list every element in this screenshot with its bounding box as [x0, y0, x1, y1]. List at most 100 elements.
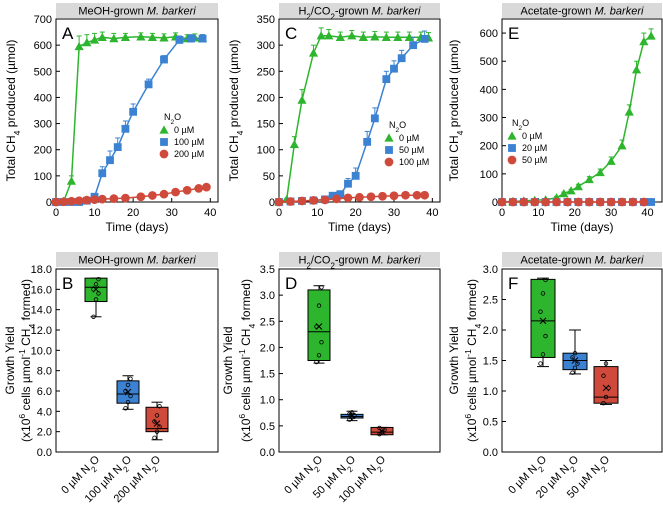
data-point [370, 114, 379, 123]
panel-D: H2/CO2-grown M. barkeriD0.00.51.01.52.02… [221, 252, 441, 505]
y-axis-label-units: (x106 cells µmol-1 CH4 formed) [237, 279, 257, 442]
y-tick-label: 14.0 [31, 305, 52, 317]
data-point [584, 197, 594, 207]
panel-title-part: MeOH-grown [78, 6, 146, 18]
data-point [497, 197, 507, 207]
data-point [603, 394, 609, 400]
data-point [324, 31, 334, 40]
x-category-label-part: 2 [375, 464, 384, 473]
x-category-label-part: 2 [89, 464, 98, 473]
data-point [349, 410, 355, 415]
y-axis-label-part: Total CH [447, 135, 461, 181]
data-point [91, 287, 96, 292]
data-point [82, 37, 92, 47]
y-tick-label: 500 [34, 66, 52, 78]
y-axis-ticks: 0.0 2.0 4.0 6.0 8.0 10.0 12.0 14.0 16.0 18.0 [31, 264, 60, 459]
x-category-label-part: 2 [312, 464, 321, 473]
box [530, 278, 556, 358]
y-tick-label: 2.5 [260, 316, 275, 328]
panel-title-box [279, 252, 440, 267]
data-point [566, 186, 576, 195]
x-axis-ticks: 0 10 20 30 40 [53, 198, 216, 219]
data-point [420, 190, 430, 200]
x-tick-label: 0 [53, 207, 59, 219]
panel-title-part: -grown [335, 6, 372, 18]
panel-title: Acetate-grown M. barkeri [521, 255, 644, 267]
data-point [363, 137, 372, 146]
y-tick-label: 0 [46, 197, 52, 209]
y-tick-label: 3.5 [260, 264, 275, 276]
data-point [309, 196, 318, 205]
data-point [152, 435, 157, 440]
data-point [639, 197, 649, 207]
x-tick-label: 0 [499, 207, 505, 219]
data-point [128, 376, 133, 381]
legend-marker [385, 146, 393, 154]
legend-label: 100 µM [174, 137, 204, 147]
y-tick-label: 50 [263, 171, 275, 183]
y-tick-label: 200 [34, 145, 52, 157]
data-point [136, 32, 146, 41]
data-point [314, 324, 319, 329]
panel-letter: E [508, 24, 519, 43]
data-point [286, 197, 295, 206]
panel-title-part: Acetate-grown [521, 6, 595, 18]
data-point [377, 432, 382, 437]
y-tick-label: 150 [257, 119, 275, 131]
x-tick-label: 30 [388, 207, 400, 219]
data-point [538, 309, 543, 314]
data-point [328, 191, 337, 200]
y-tick-label: 0.0 [37, 447, 52, 459]
y-tick-label: 12.0 [31, 325, 52, 337]
data-point [152, 419, 157, 424]
data-point [187, 34, 195, 43]
panel-title-part: MeOH-grown [78, 255, 146, 267]
data-point [378, 191, 387, 201]
data-point [543, 277, 548, 283]
data-point [109, 194, 119, 203]
data-point [121, 193, 130, 203]
data-point [157, 404, 162, 409]
data-point [319, 285, 324, 290]
y-tick-label: 0 [492, 197, 498, 209]
y-axis-label-units-part: 6 [237, 414, 247, 419]
data-point [420, 34, 429, 43]
data-point [543, 333, 548, 339]
legend-marker [159, 125, 169, 134]
x-tick-label: 30 [166, 207, 178, 219]
data-point [198, 34, 207, 43]
data-point [570, 370, 575, 375]
panel-title-part: /CO [311, 6, 331, 18]
y-axis-label: Total CH4 produced (µmol) [227, 40, 245, 182]
panel-letter: D [285, 274, 297, 293]
x-category-label-part: 2 [345, 464, 354, 473]
legend-title-part: N [512, 118, 519, 128]
data-point [349, 415, 355, 420]
legend-marker [159, 149, 169, 159]
legend-marker [507, 155, 517, 165]
data-point [390, 64, 398, 73]
y-tick-label: 0.5 [260, 421, 275, 433]
data-point [606, 156, 616, 165]
panel-B: MeOH-grown M. barkeri B 0.0 2.0 4.0 6.0 8.0 10.… [3, 252, 219, 505]
panel-title-box [56, 252, 218, 267]
data-point [572, 365, 578, 371]
data-point [382, 427, 387, 432]
x-category-label-part: 2 [121, 464, 130, 473]
data-point [393, 32, 403, 41]
plot-frame [55, 18, 219, 203]
legend-label: 0 µM [522, 131, 542, 141]
data-point [540, 291, 546, 296]
panel-title: Acetate-grown M. barkeri [521, 6, 644, 18]
data-point [647, 198, 656, 206]
box [145, 406, 169, 433]
data-point [128, 393, 133, 399]
data-point [89, 35, 100, 44]
y-tick-label: 1.0 [483, 386, 498, 398]
y-axis-label-part: 4 [235, 130, 245, 135]
legend-label: 20 µM [522, 143, 547, 153]
panel-title-part: -grown [335, 255, 372, 267]
data-point [397, 54, 406, 63]
data-point [355, 192, 364, 202]
